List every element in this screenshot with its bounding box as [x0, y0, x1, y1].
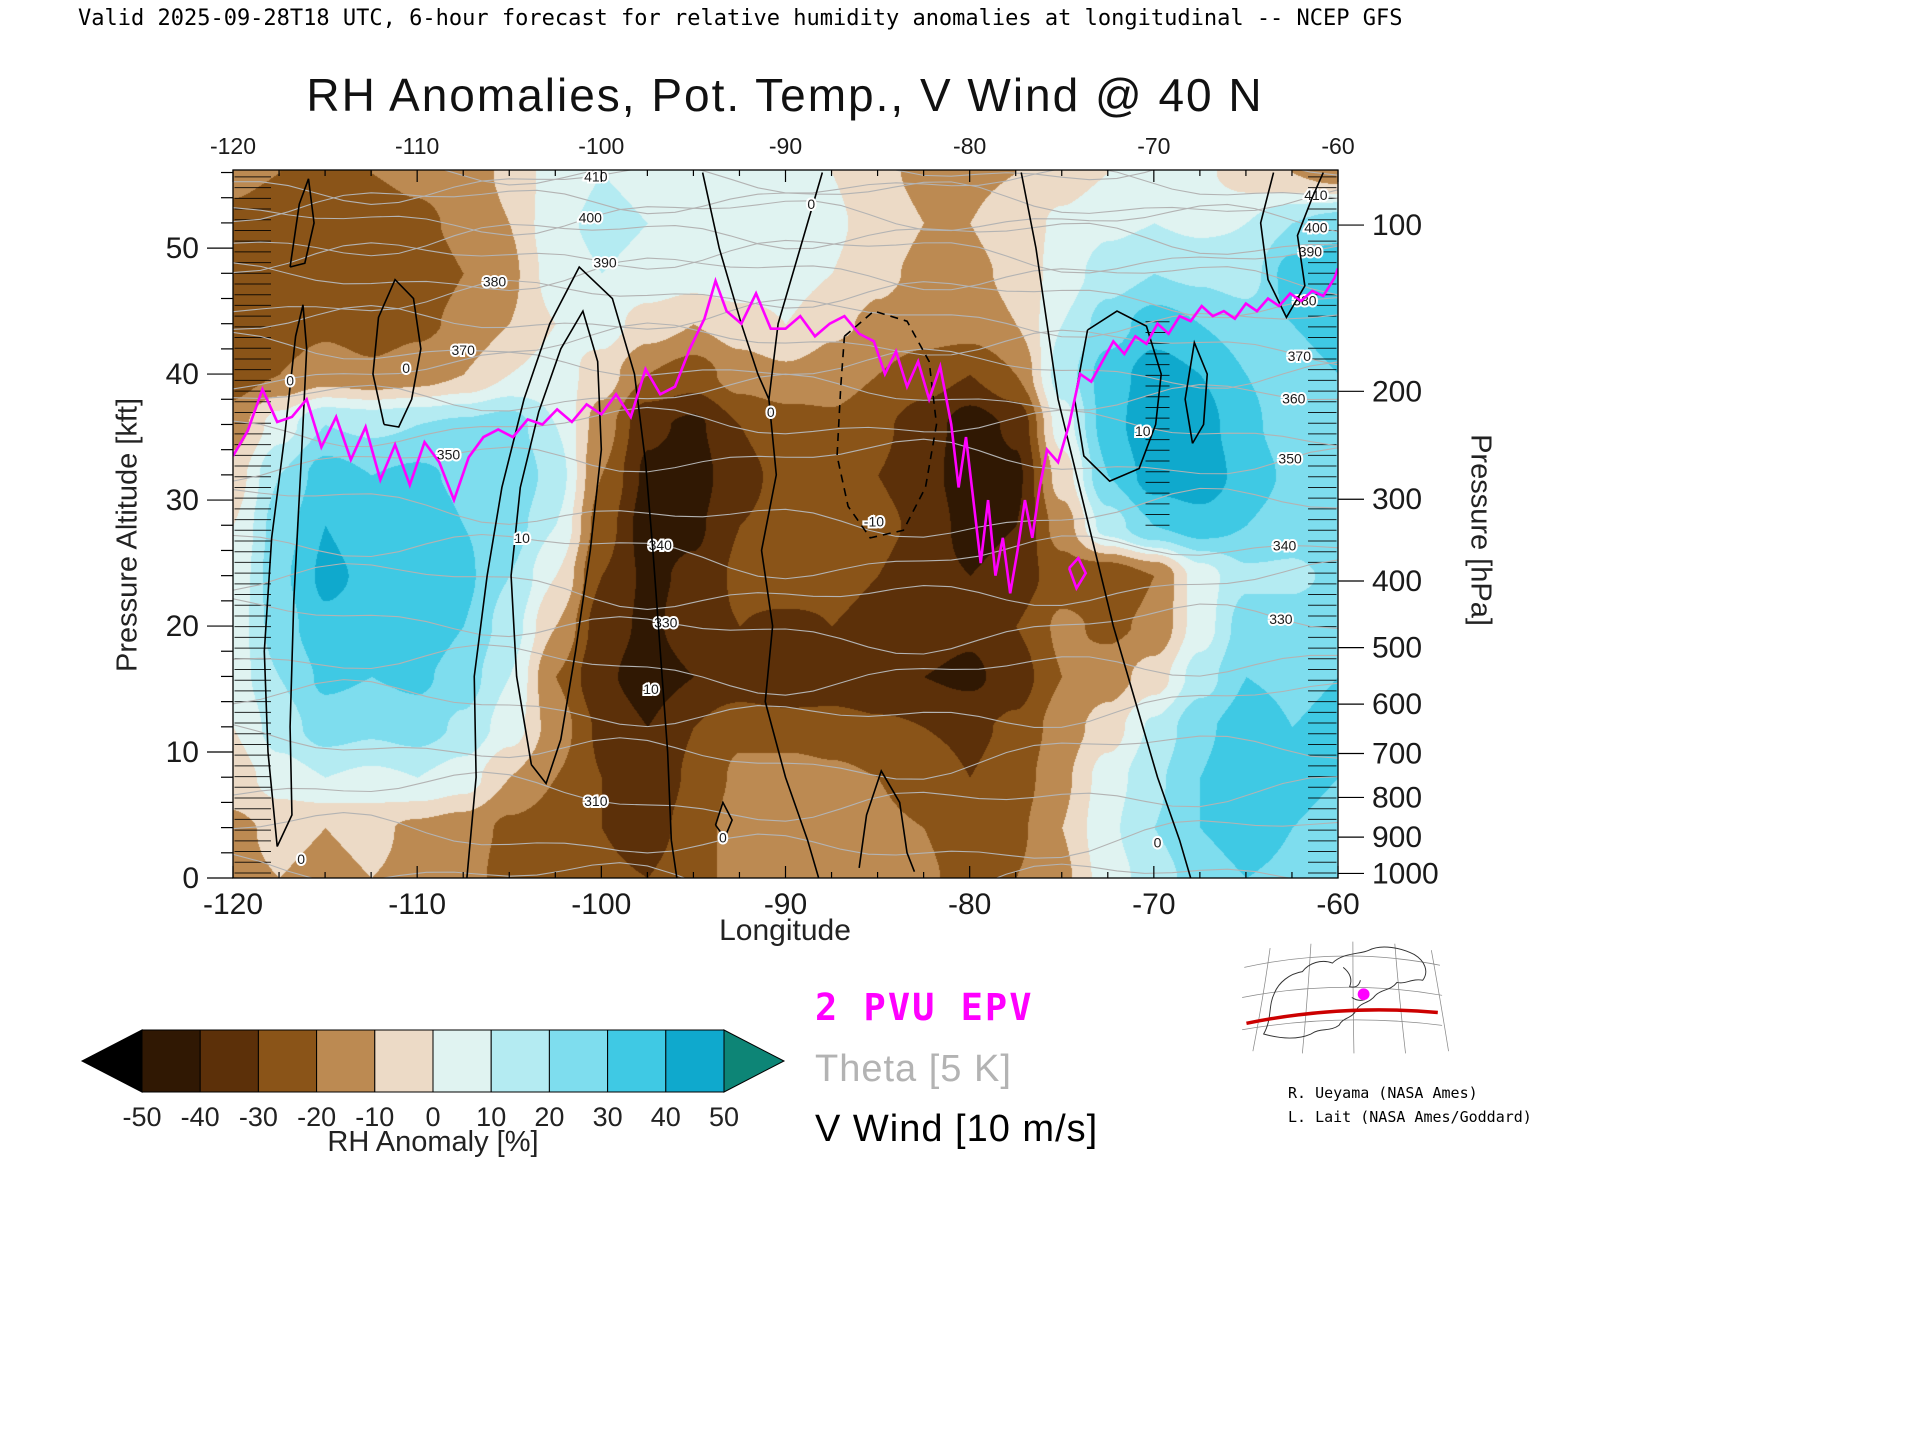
y-tick-label-hpa: 200 [1372, 375, 1422, 408]
colorbar-bin [607, 1029, 667, 1093]
x-tick-label-top: -110 [395, 133, 439, 159]
y-tick-label-hpa: 700 [1372, 738, 1422, 771]
y-tick-label-kft: 20 [166, 610, 199, 643]
colorbar-tick-label: 40 [651, 1102, 681, 1132]
colorbar-bin [490, 1029, 550, 1093]
valid-time-header: Valid 2025-09-28T18 UTC, 6-hour forecast… [78, 6, 1403, 31]
y-tick-label-kft: 30 [166, 484, 199, 517]
colorbar-bin [257, 1029, 318, 1093]
colorbar-bin [374, 1029, 434, 1093]
colorbar-tick-label: -50 [122, 1102, 161, 1132]
location-map [1242, 941, 1449, 1054]
colorbar-bin [199, 1029, 259, 1093]
y-tick-label-hpa: 900 [1372, 821, 1422, 854]
y-tick-label-kft: 0 [182, 862, 199, 895]
colorbar: -50 -40 -30 -20 -10 0 10 20 30 40 50 [80, 1029, 786, 1132]
x-tick-label-top: -70 [1137, 133, 1170, 159]
latitude-40n-line [1246, 1008, 1438, 1025]
legend-pvu-epv: 2 PVU EPV [815, 986, 1034, 1029]
colorbar-tick-label: 10 [476, 1102, 506, 1132]
left-axis-title: Pressure Altitude [kft] [111, 397, 144, 673]
location-dot [1357, 988, 1370, 1001]
colorbar-tick-label: 20 [534, 1102, 564, 1132]
colorbar-under-arrow [80, 1029, 143, 1093]
x-tick-label-top: -90 [769, 133, 802, 159]
credit-line-2: L. Lait (NASA Ames/Goddard) [1288, 1108, 1532, 1126]
y-tick-label-hpa: 300 [1372, 483, 1422, 516]
legend-v-wind: V Wind [10 m/s] [815, 1108, 1099, 1150]
colorbar-tick-label: -30 [239, 1102, 278, 1132]
x-tick-label-top: -120 [210, 133, 256, 159]
colorbar-tick-label: 0 [425, 1102, 440, 1132]
colorbar-over-arrow [723, 1029, 786, 1093]
y-tick-label-hpa: 500 [1372, 632, 1422, 665]
y-tick-label-hpa: 1000 [1372, 857, 1439, 890]
y-tick-label-kft: 50 [166, 232, 199, 265]
credit-line-1: R. Ueyama (NASA Ames) [1288, 1084, 1478, 1102]
rh-anomaly-field-canvas [233, 170, 1338, 878]
x-axis-title: Longitude [719, 914, 851, 947]
colorbar-tick-label: 50 [709, 1102, 739, 1132]
colorbar-bin [548, 1029, 609, 1093]
colorbar-bin [316, 1029, 376, 1093]
x-tick-label-top: -80 [953, 133, 986, 159]
colorbar-bin [432, 1029, 492, 1093]
y-tick-label-hpa: 600 [1372, 688, 1422, 721]
colorbar-tick-label: -20 [297, 1102, 336, 1132]
x-tick-label-top: -100 [578, 133, 624, 159]
colorbar-tick-label: 30 [593, 1102, 623, 1132]
colorbar-bin [141, 1029, 201, 1093]
right-axis-title: Pressure [hPa] [1464, 434, 1497, 626]
plot-title: RH Anomalies, Pot. Temp., V Wind @ 40 N [306, 69, 1264, 121]
y-tick-label-kft: 10 [166, 736, 199, 769]
y-tick-label-hpa: 400 [1372, 565, 1422, 598]
colorbar-bin [665, 1029, 725, 1093]
legend-theta: Theta [5 K] [815, 1048, 1012, 1090]
colorbar-tick-label: -10 [355, 1102, 394, 1132]
x-tick-label-top: -60 [1321, 133, 1354, 159]
y-tick-label-hpa: 100 [1372, 209, 1422, 242]
y-tick-label-hpa: 800 [1372, 781, 1422, 814]
map-coastline [1262, 946, 1427, 1039]
colorbar-tick-label: -40 [181, 1102, 220, 1132]
y-tick-label-kft: 40 [166, 358, 199, 391]
colorbar-label: RH Anomaly [%] [327, 1126, 539, 1158]
